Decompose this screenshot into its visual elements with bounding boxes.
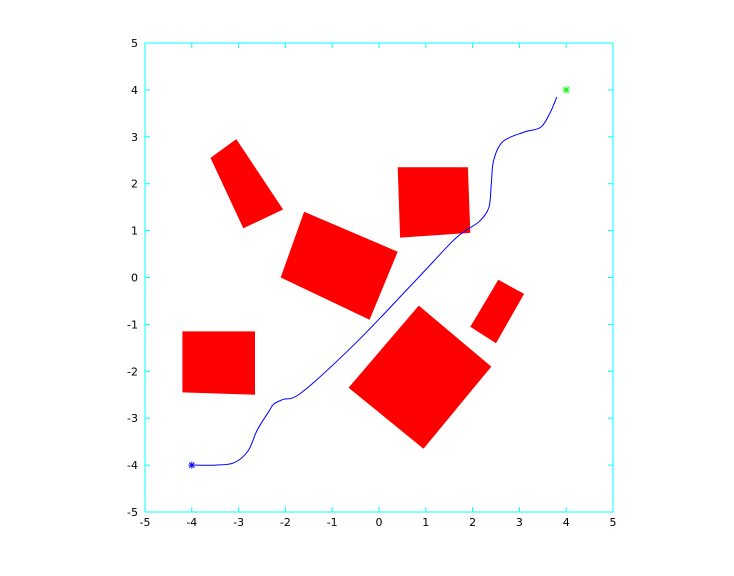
y-tick-label: 2	[131, 178, 138, 191]
x-tick-label: -3	[233, 516, 244, 529]
obstacle-4	[397, 167, 471, 238]
x-tick-label: 4	[563, 516, 570, 529]
x-tick-label: 5	[610, 516, 617, 529]
y-tick-label: -3	[127, 412, 138, 425]
y-tick-label: 1	[131, 225, 138, 238]
path-layer	[191, 96, 558, 466]
y-tick-label: 3	[131, 131, 138, 144]
x-tick-label: -5	[140, 516, 151, 529]
y-tick-label: -5	[127, 506, 138, 519]
markers-layer	[188, 86, 570, 469]
goal-point-marker	[562, 86, 570, 94]
obstacle-3	[182, 331, 255, 395]
x-tick-label: 3	[516, 516, 523, 529]
start-point-marker	[188, 461, 196, 469]
y-tick-label: -1	[127, 318, 138, 331]
x-tick-label: 1	[422, 516, 429, 529]
x-axis-ticks: -5 -4 -3 -2 -1 0 1 2 3 4 5	[140, 43, 617, 529]
y-axis-ticks: -5 -4 -3 -2 -1 0 1 2 3 4 5	[127, 37, 613, 519]
y-tick-label: 4	[131, 84, 138, 97]
y-tick-label: -4	[127, 459, 138, 472]
x-tick-label: -1	[327, 516, 338, 529]
planned-path-line	[191, 96, 558, 466]
obstacle-6	[470, 279, 525, 344]
y-tick-label: 5	[131, 37, 138, 50]
obstacles-layer	[182, 139, 525, 449]
obstacle-5	[348, 305, 492, 449]
x-tick-label: -2	[280, 516, 291, 529]
x-tick-label: -4	[186, 516, 197, 529]
obstacle-2	[280, 211, 398, 320]
y-tick-label: -2	[127, 365, 138, 378]
y-tick-label: 0	[131, 272, 138, 285]
x-tick-label: 0	[376, 516, 383, 529]
obstacle-1	[210, 139, 284, 229]
x-tick-label: 2	[469, 516, 476, 529]
